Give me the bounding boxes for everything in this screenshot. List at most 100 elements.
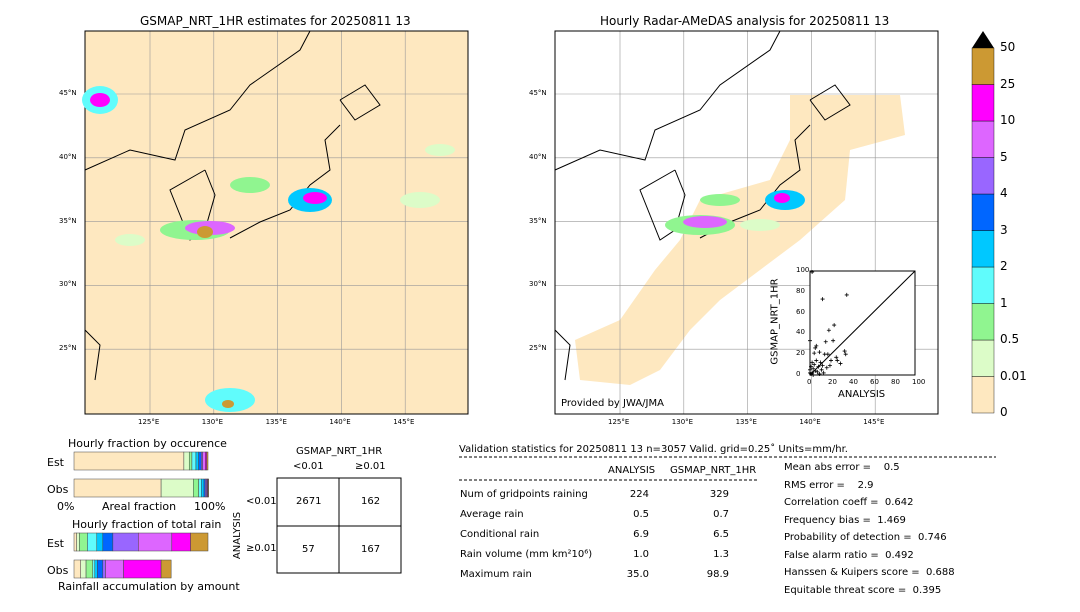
rain-area bbox=[205, 388, 255, 412]
right-map-frame bbox=[554, 30, 939, 415]
totalrain-est-segment bbox=[102, 532, 114, 552]
occurrence-title: Hourly fraction by occurence bbox=[68, 437, 227, 450]
credit-text: Provided by JWA/JMA bbox=[561, 398, 664, 409]
occurrence-est-segment bbox=[73, 451, 185, 471]
scatter-point bbox=[818, 360, 823, 365]
left-map-frame bbox=[84, 30, 469, 415]
scatter-diagonal bbox=[809, 270, 916, 376]
occ-x-max: 100% bbox=[194, 500, 226, 513]
totalrain-obs-segment bbox=[105, 559, 124, 579]
totalrain-obs-segment bbox=[73, 559, 81, 579]
scatter-point bbox=[816, 364, 821, 369]
totalrain-est-segment bbox=[138, 532, 173, 552]
totalrain-obs-segment bbox=[94, 559, 98, 579]
stats-row-analysis: 0.5 bbox=[633, 509, 649, 520]
colorbar-label: 0.01 bbox=[1000, 368, 1027, 383]
scatter-point bbox=[824, 365, 829, 370]
rain-area bbox=[683, 216, 727, 228]
scatter-point bbox=[842, 349, 847, 354]
scatter-point bbox=[819, 367, 824, 372]
right-map-title: Hourly Radar-AMeDAS analysis for 2025081… bbox=[600, 14, 890, 28]
stats-score: False alarm ratio = 0.492 bbox=[784, 549, 914, 561]
scatter-ytick: 100 bbox=[796, 266, 810, 274]
cell-10: 57 bbox=[302, 544, 315, 555]
occ-est-label: Est bbox=[47, 456, 64, 469]
scatter-ytick: 40 bbox=[796, 328, 805, 337]
stats-row-analysis: 35.0 bbox=[626, 569, 649, 580]
colorbar-label: 5 bbox=[1000, 149, 1008, 164]
totalrain-title: Hourly fraction of total rain bbox=[72, 518, 222, 531]
left-lat-tick: 25°N bbox=[59, 344, 77, 353]
colorbar-segment bbox=[971, 157, 995, 195]
scatter-point bbox=[810, 360, 815, 365]
scatter-point bbox=[808, 370, 812, 375]
totalrain-obs-segment bbox=[97, 559, 104, 579]
cell-11: 167 bbox=[361, 544, 381, 555]
colorbar-label: 3 bbox=[1000, 222, 1008, 237]
totalrain-xlabel: Rainfall accumulation by amount bbox=[58, 580, 240, 593]
right-lon-tick: 130°E bbox=[671, 418, 694, 426]
rain-area bbox=[303, 192, 327, 204]
left-coastline bbox=[84, 30, 381, 381]
stats-score: Probability of detection = 0.746 bbox=[784, 532, 947, 543]
left-lon-tick: 135°E bbox=[265, 418, 287, 426]
stats-row-label: Conditional rain bbox=[460, 529, 540, 540]
scatter-xtick: 40 bbox=[849, 378, 858, 386]
occurrence-obs-segment bbox=[73, 478, 162, 498]
scatter-point bbox=[834, 355, 839, 360]
right-lat-tick: 40°N bbox=[529, 152, 547, 161]
colorbar-segment bbox=[971, 266, 995, 304]
colorbar-segment bbox=[971, 376, 995, 414]
colorbar-segment bbox=[971, 230, 995, 268]
rain-area bbox=[425, 144, 455, 156]
tr-obs-label: Obs bbox=[47, 564, 69, 577]
colorbar-label: 0 bbox=[1000, 405, 1008, 419]
scatter-ylabel: GSMAP_NRT_1HR bbox=[769, 278, 781, 365]
tr-est-label: Est bbox=[47, 537, 64, 550]
totalrain-est-segment bbox=[190, 532, 209, 552]
scatter-xlabel: ANALYSIS bbox=[838, 389, 886, 400]
scatter-ytick: 0 bbox=[796, 370, 801, 378]
scatter-xtick: 60 bbox=[870, 378, 879, 386]
scatter-point bbox=[835, 358, 840, 363]
rain-area bbox=[400, 192, 440, 208]
rain-area bbox=[197, 226, 213, 238]
scatter-point bbox=[817, 371, 822, 376]
colorbar-segment bbox=[971, 303, 995, 341]
cell-01: 162 bbox=[361, 496, 381, 507]
left-lon-tick: 130°E bbox=[201, 418, 224, 426]
stats-row-label: Maximum rain bbox=[460, 569, 532, 580]
colorbar-segment bbox=[971, 120, 995, 158]
occurrence-obs-segment bbox=[207, 478, 209, 498]
stats-row-label: Average rain bbox=[460, 509, 524, 520]
scatter-point bbox=[813, 368, 818, 373]
right-lat-tick: 45°N bbox=[529, 89, 547, 97]
colorbar-label: 1 bbox=[1000, 295, 1008, 310]
scatter-point bbox=[838, 361, 843, 366]
scatter-point bbox=[815, 369, 820, 374]
stats-row-analysis: 224 bbox=[629, 489, 649, 500]
left-map-title: GSMAP_NRT_1HR estimates for 20250811 13 bbox=[140, 14, 411, 28]
stats-score: Hanssen & Kuipers score = 0.688 bbox=[784, 567, 955, 578]
contingency-title: GSMAP_NRT_1HR bbox=[296, 446, 383, 457]
occurrence-obs-segment bbox=[160, 478, 194, 498]
scatter-point bbox=[808, 338, 812, 343]
stats-row-label: Num of gridpoints raining bbox=[460, 489, 588, 500]
cont-row-0: <0.01 bbox=[246, 496, 277, 507]
occurrence-est-segment bbox=[183, 451, 190, 471]
stats-score: Mean abs error = 0.5 bbox=[784, 462, 900, 473]
rain-area bbox=[222, 400, 234, 408]
scatter-point bbox=[821, 370, 826, 375]
occurrence-obs-segment bbox=[201, 478, 205, 498]
left-lat-tick: 45°N bbox=[59, 89, 77, 97]
right-lat-tick: 35°N bbox=[529, 216, 547, 225]
scatter-point bbox=[829, 358, 833, 363]
right-lat-tick: 25°N bbox=[529, 344, 547, 353]
scatter-ytick: 20 bbox=[796, 349, 805, 358]
stats-score: Correlation coeff = 0.642 bbox=[784, 497, 914, 508]
totalrain-obs-segment bbox=[102, 559, 106, 579]
totalrain-obs-segment bbox=[92, 559, 96, 579]
scatter-point bbox=[812, 351, 817, 356]
